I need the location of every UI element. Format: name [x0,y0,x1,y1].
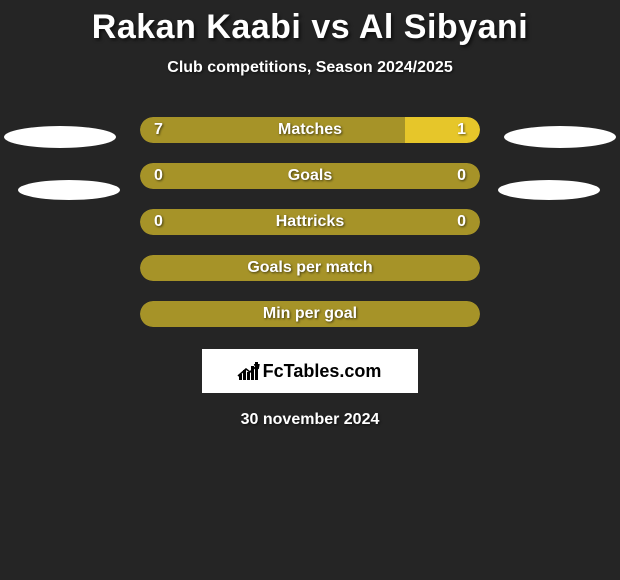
avatar-ellipse [18,180,120,200]
stat-value-right: 0 [457,167,466,185]
logo-text: FcTables.com [263,361,382,382]
stat-value-left: 0 [154,167,163,185]
avatar-ellipse [504,126,616,148]
stat-value-left: 7 [154,121,163,139]
stat-row: Goals per match [140,255,480,281]
date-caption: 30 november 2024 [0,411,620,429]
subtitle: Club competitions, Season 2024/2025 [0,59,620,77]
stat-fill-right [405,117,480,143]
stat-value-right: 1 [457,121,466,139]
stat-value-right: 0 [457,213,466,231]
stats-list: 7 1 Matches 0 0 Goals 0 0 Hattricks Goals per mat… [0,117,620,327]
stat-label: Matches [278,121,342,139]
page-title: Rakan Kaabi vs Al Sibyani [0,8,620,47]
comparison-infographic: Rakan Kaabi vs Al Sibyani Club competiti… [0,0,620,429]
barchart-icon [239,362,259,380]
avatar-ellipse [4,126,116,148]
avatar-ellipse [498,180,600,200]
stat-label: Hattricks [276,213,344,231]
source-logo: FcTables.com [202,349,418,393]
stat-row: 0 0 Hattricks [140,209,480,235]
stat-label: Goals [288,167,332,185]
stat-value-left: 0 [154,213,163,231]
stat-row: 7 1 Matches [140,117,480,143]
stat-row: Min per goal [140,301,480,327]
stat-row: 0 0 Goals [140,163,480,189]
stat-fill-left [140,117,405,143]
stat-label: Min per goal [263,305,357,323]
stat-label: Goals per match [247,259,372,277]
